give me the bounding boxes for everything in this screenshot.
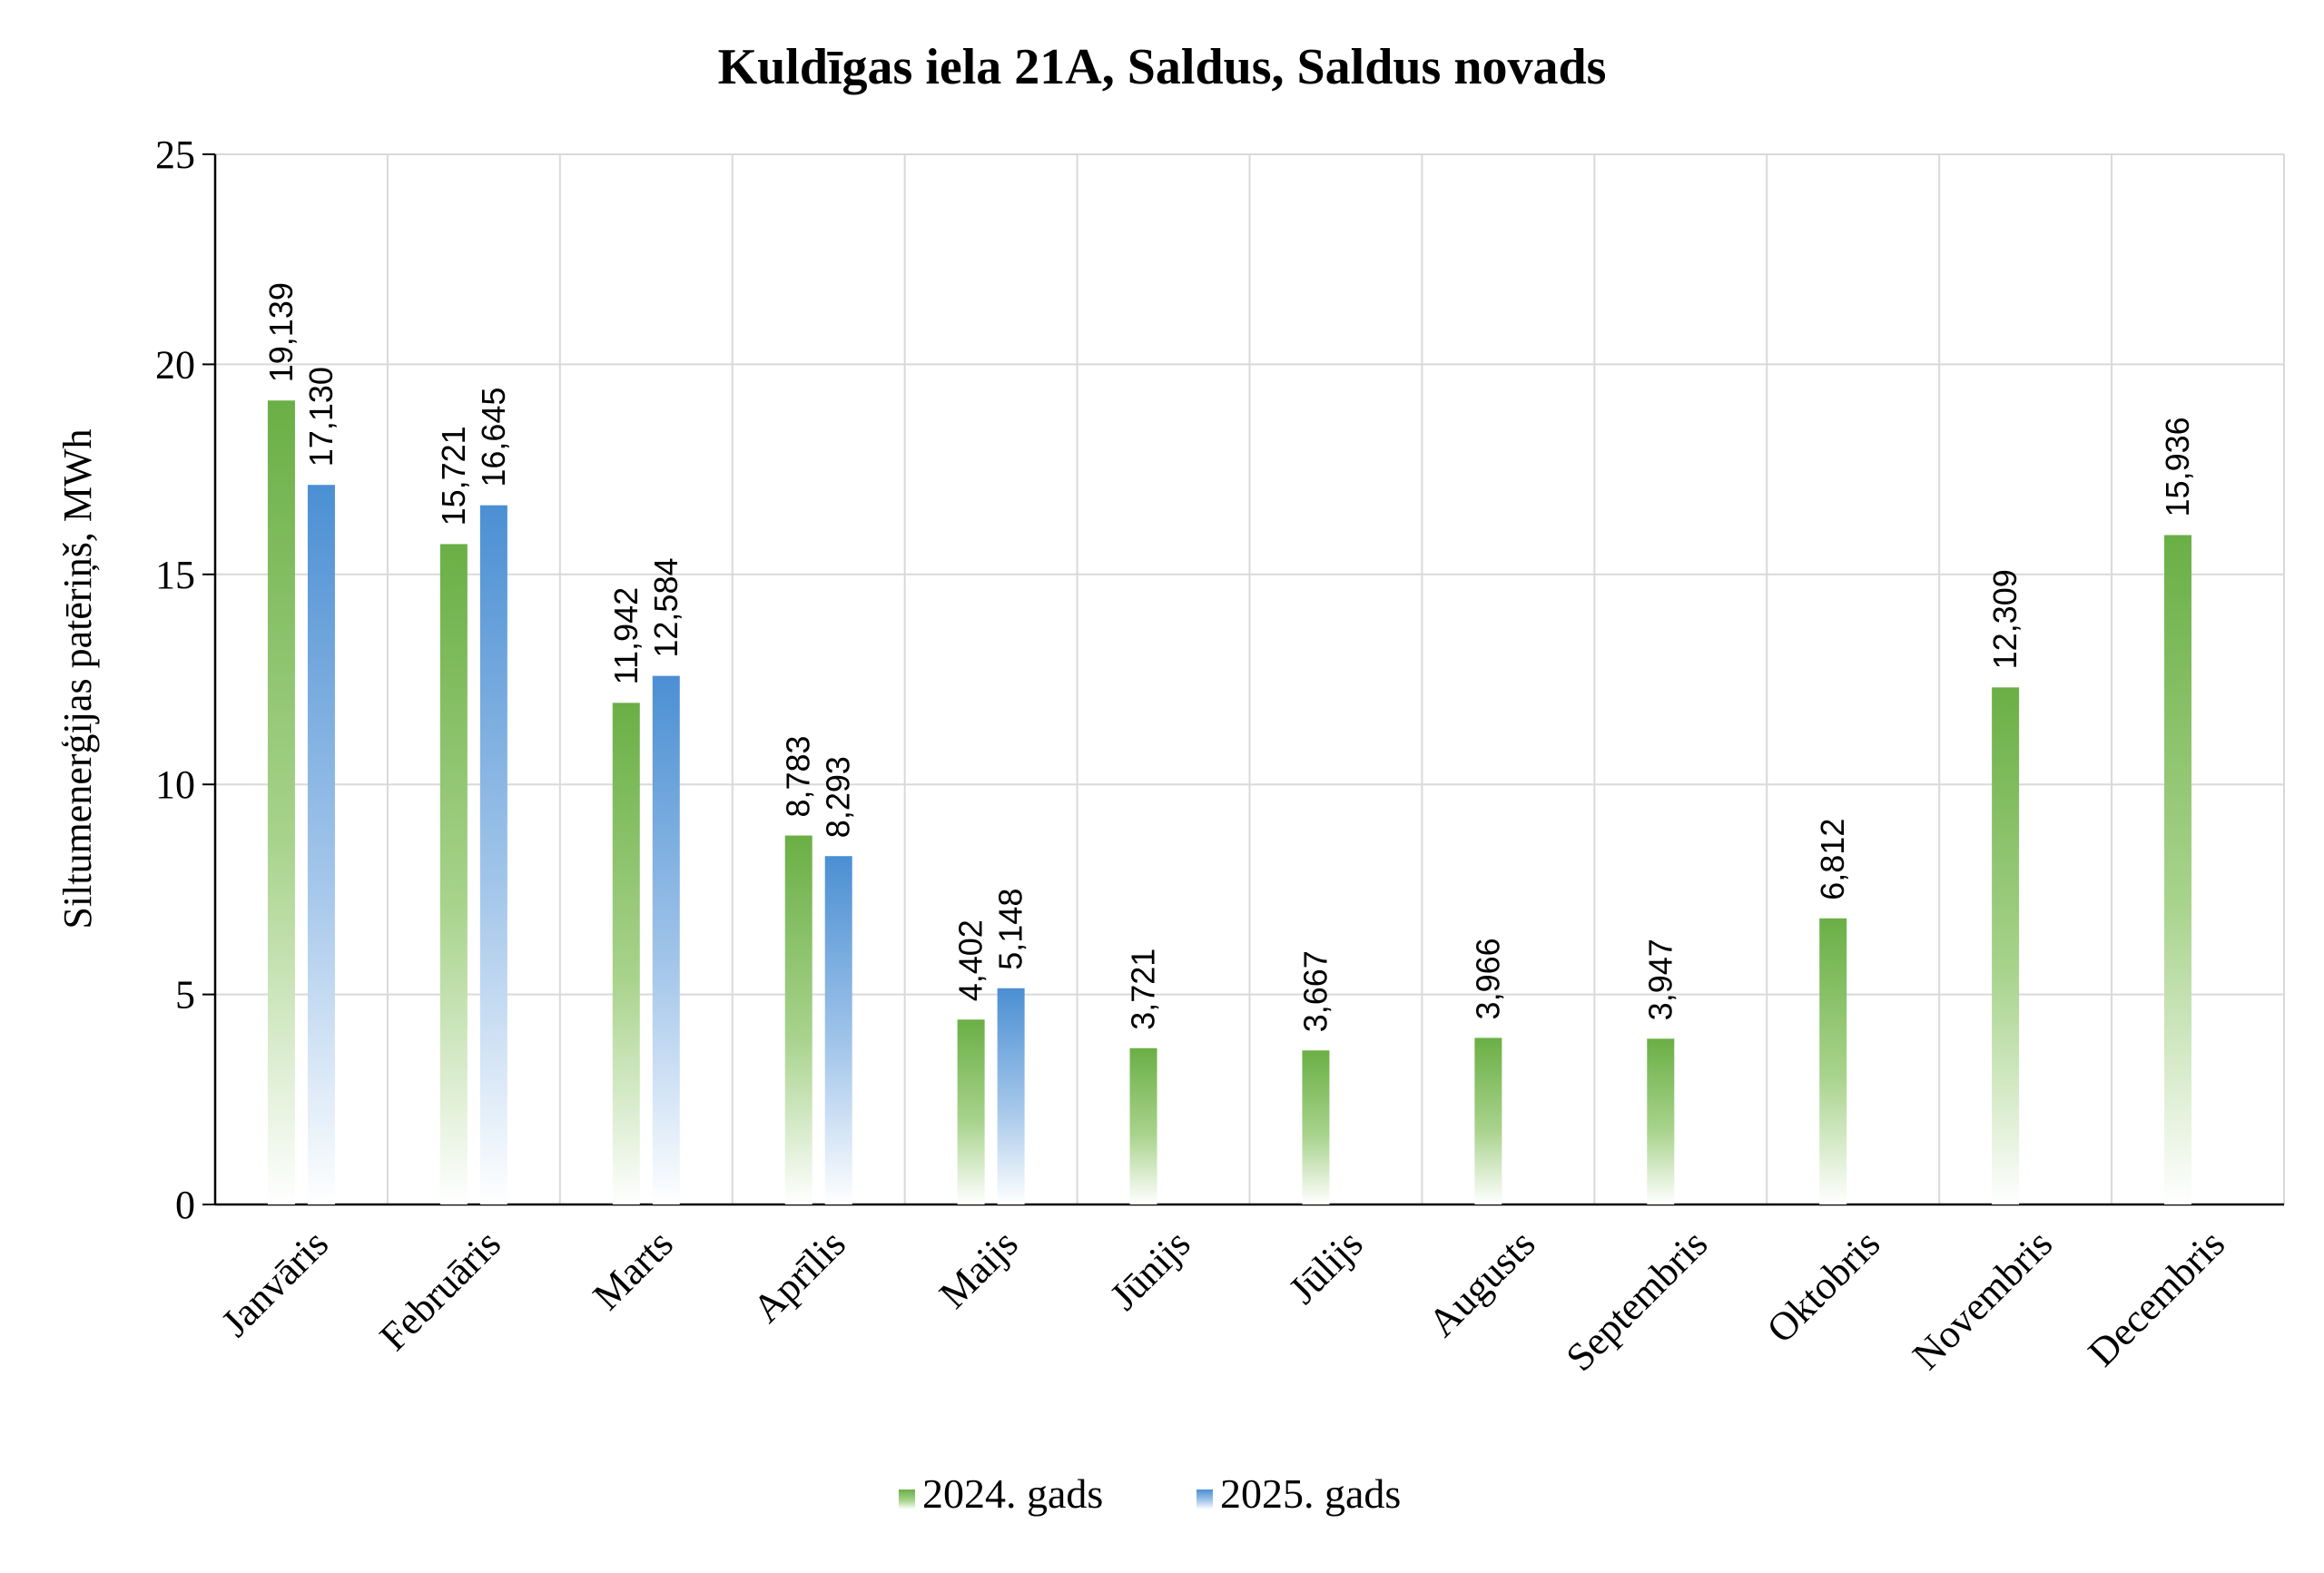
bar-2025 <box>997 988 1025 1204</box>
bar-2024 <box>957 1019 985 1204</box>
data-label: 12,584 <box>647 558 684 658</box>
axes: 0 5 10 15 20 25 Janvāris Februāris Marts Aprīlis M… <box>155 133 2284 1380</box>
x-tick-label: Jūlijs <box>1280 1221 1371 1312</box>
x-tick-label: Jūnijs <box>1101 1221 1198 1318</box>
data-label: 17,130 <box>302 367 340 467</box>
data-label: 3,947 <box>1641 939 1679 1020</box>
data-label: 16,645 <box>475 388 512 487</box>
data-label: 15,936 <box>2159 417 2196 516</box>
legend-swatch <box>1196 1489 1213 1509</box>
bar-2024 <box>1819 918 1847 1204</box>
x-tick-label: Maijs <box>931 1221 1027 1317</box>
y-tick-label: 5 <box>175 973 195 1018</box>
x-tick-label: Aprīlis <box>744 1221 854 1331</box>
bar-2024 <box>1474 1037 1502 1204</box>
data-label: 3,721 <box>1125 949 1162 1030</box>
data-label: 12,309 <box>1986 569 2024 669</box>
x-tick-label: Februāris <box>371 1221 509 1359</box>
x-tick-label: Marts <box>585 1221 682 1318</box>
bar-2024 <box>2164 535 2192 1204</box>
x-tick-label: Novembris <box>1904 1221 2061 1378</box>
data-label: 5,148 <box>992 889 1029 970</box>
bar-2025 <box>307 485 335 1204</box>
data-label: 15,721 <box>435 426 472 526</box>
y-tick-label: 10 <box>155 762 195 807</box>
bar-2024 <box>1302 1050 1330 1204</box>
data-label: 4,402 <box>952 919 990 1001</box>
x-tick-label: Decembris <box>2080 1221 2233 1374</box>
x-tick-label: Augusts <box>1420 1221 1544 1345</box>
bar-2024 <box>612 703 640 1204</box>
bar-2024 <box>784 835 812 1204</box>
bar-2024 <box>1647 1038 1675 1204</box>
y-tick-label: 15 <box>155 553 195 597</box>
data-label: 3,667 <box>1296 950 1334 1032</box>
data-label: 3,966 <box>1469 938 1506 1019</box>
y-tick-label: 0 <box>175 1183 195 1227</box>
chart-title: Kuldīgas iela 21A, Saldus, Saldus novads <box>718 39 1607 95</box>
bars <box>267 400 2192 1204</box>
data-label: 11,942 <box>607 587 645 684</box>
legend-swatch <box>899 1489 915 1509</box>
data-label: 8,293 <box>820 756 857 838</box>
legend-label: 2024. gads <box>922 1470 1103 1517</box>
x-tick-label: Oktobris <box>1758 1221 1889 1352</box>
data-label: 6,812 <box>1814 819 1851 900</box>
legend-label: 2025. gads <box>1220 1470 1401 1517</box>
bar-2024 <box>439 544 468 1204</box>
data-label: 8,783 <box>780 735 817 817</box>
legend: 2024. gads 2025. gads <box>899 1470 1401 1517</box>
bar-2025 <box>479 505 507 1204</box>
bar-2025 <box>652 675 680 1204</box>
x-tick-label: Janvāris <box>212 1221 337 1345</box>
data-label: 19,139 <box>262 282 300 382</box>
gridlines <box>215 153 2285 1204</box>
x-tick-label: Septembris <box>1558 1221 1717 1380</box>
bar-2025 <box>824 856 852 1204</box>
bar-2024 <box>1992 687 2020 1204</box>
y-tick-label: 20 <box>155 342 195 387</box>
y-tick-label: 25 <box>155 133 195 177</box>
y-axis-label: Siltumenerģijas patēriņš, MWh <box>55 428 100 929</box>
bar-2024 <box>267 400 295 1204</box>
bar-2024 <box>1129 1047 1157 1204</box>
